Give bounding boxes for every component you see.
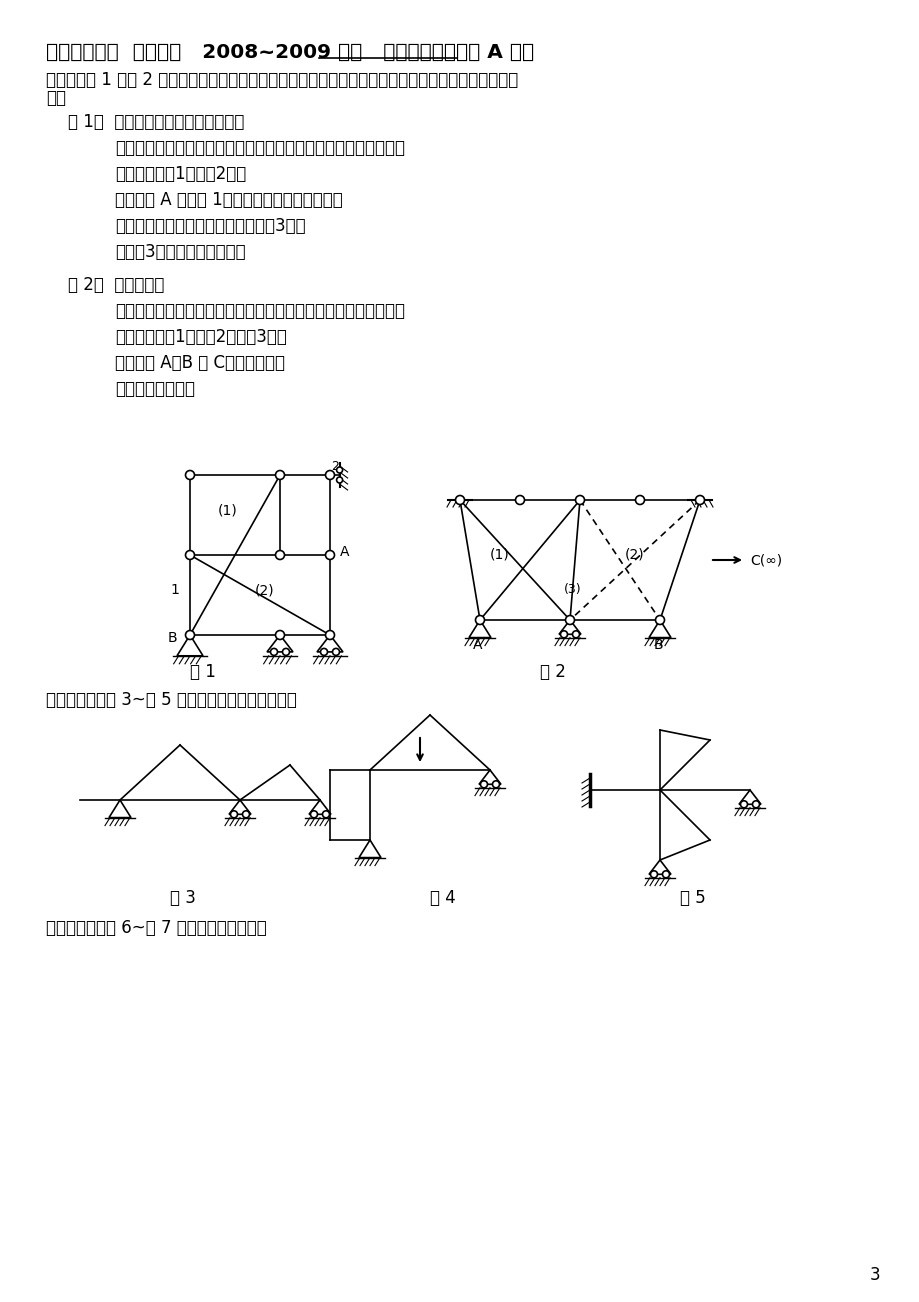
- Text: 试题标准答案  课程名称   2008~2009 年度   本科结构力学上（ A 卷）: 试题标准答案 课程名称 2008~2009 年度 本科结构力学上（ A 卷）: [46, 43, 534, 61]
- Circle shape: [565, 616, 573, 625]
- Text: (2): (2): [255, 583, 275, 598]
- Text: 图 2: 图 2: [539, 663, 565, 681]
- Circle shape: [662, 871, 669, 878]
- Circle shape: [186, 470, 194, 479]
- Circle shape: [275, 551, 284, 560]
- Circle shape: [325, 551, 335, 560]
- Text: A: A: [340, 546, 349, 559]
- Circle shape: [515, 496, 524, 504]
- Text: (1): (1): [218, 503, 238, 517]
- Text: 二、定性画出图 3~图 5 示结构弯矩图的大致形状。: 二、定性画出图 3~图 5 示结构弯矩图的大致形状。: [46, 691, 297, 710]
- Circle shape: [560, 630, 567, 638]
- Circle shape: [243, 811, 249, 818]
- Circle shape: [275, 630, 284, 639]
- Circle shape: [752, 801, 759, 807]
- Text: A: A: [472, 638, 482, 652]
- Text: 对象：刚片（1）、（2）和（3）；: 对象：刚片（1）、（2）和（3）；: [115, 328, 287, 346]
- Circle shape: [320, 648, 327, 655]
- Circle shape: [332, 648, 339, 655]
- Circle shape: [336, 467, 342, 473]
- Circle shape: [475, 616, 484, 625]
- Circle shape: [270, 648, 278, 655]
- Circle shape: [492, 781, 499, 788]
- Circle shape: [455, 496, 464, 504]
- Text: 对象：刚片（1）和（2）；: 对象：刚片（1）和（2）；: [115, 165, 246, 184]
- Circle shape: [480, 781, 487, 788]
- Text: B: B: [652, 638, 662, 652]
- Circle shape: [654, 616, 664, 625]
- Circle shape: [325, 630, 335, 639]
- Text: 图 1．  无多余约束的几何不变体系；: 图 1． 无多余约束的几何不变体系；: [68, 113, 244, 132]
- Text: 图 1: 图 1: [190, 663, 216, 681]
- Text: 联系：铰 A、B 和 C，三铰共线；: 联系：铰 A、B 和 C，三铰共线；: [115, 354, 285, 372]
- Text: C(∞): C(∞): [749, 553, 781, 566]
- Text: 图 5: 图 5: [679, 889, 705, 907]
- Text: 分析过程如下，此处仅给出一种分析方法，只要说明合理均给分。: 分析过程如下，此处仅给出一种分析方法，只要说明合理均给分。: [115, 302, 404, 320]
- Circle shape: [325, 470, 335, 479]
- Text: 程）: 程）: [46, 89, 66, 107]
- Circle shape: [275, 470, 284, 479]
- Circle shape: [282, 648, 289, 655]
- Circle shape: [650, 871, 657, 878]
- Text: 刚片（3）与大地连接同理。: 刚片（3）与大地连接同理。: [115, 243, 245, 260]
- Circle shape: [740, 801, 746, 807]
- Text: 1: 1: [170, 583, 179, 598]
- Text: 结论：瞬变体系。: 结论：瞬变体系。: [115, 380, 195, 398]
- Text: 图 3: 图 3: [170, 889, 196, 907]
- Text: 2: 2: [331, 460, 338, 473]
- Circle shape: [231, 811, 237, 818]
- Circle shape: [695, 496, 704, 504]
- Circle shape: [311, 811, 317, 818]
- Text: (2): (2): [625, 548, 644, 562]
- Circle shape: [186, 630, 194, 639]
- Text: 结论：无多余约束的几何不变体系（3）。: 结论：无多余约束的几何不变体系（3）。: [115, 217, 305, 234]
- Text: 3: 3: [868, 1266, 879, 1284]
- Circle shape: [635, 496, 644, 504]
- Text: (3): (3): [563, 583, 581, 596]
- Circle shape: [336, 477, 342, 483]
- Text: 图 4: 图 4: [429, 889, 455, 907]
- Circle shape: [575, 496, 584, 504]
- Text: (1): (1): [490, 548, 509, 562]
- Text: 一、分析图 1 和图 2 示结构的几何特性，如为几何不变体系，指出有几个多余约束。（简要写出分析过: 一、分析图 1 和图 2 示结构的几何特性，如为几何不变体系，指出有几个多余约束…: [46, 72, 517, 89]
- Text: B: B: [167, 631, 176, 644]
- Text: 图 2．  瞬变体系；: 图 2． 瞬变体系；: [68, 276, 165, 294]
- Circle shape: [186, 551, 194, 560]
- Text: 分析过程如下，此处仅给出一种分析方法，只要说明合理均给分。: 分析过程如下，此处仅给出一种分析方法，只要说明合理均给分。: [115, 139, 404, 158]
- Text: 三、定性画出图 6~图 7 示结构的变形曲线。: 三、定性画出图 6~图 7 示结构的变形曲线。: [46, 919, 267, 937]
- Text: 联系：铰 A 和链杆 1，链杆的延长线不通过铰；: 联系：铰 A 和链杆 1，链杆的延长线不通过铰；: [115, 191, 343, 210]
- Circle shape: [323, 811, 329, 818]
- Circle shape: [572, 630, 579, 638]
